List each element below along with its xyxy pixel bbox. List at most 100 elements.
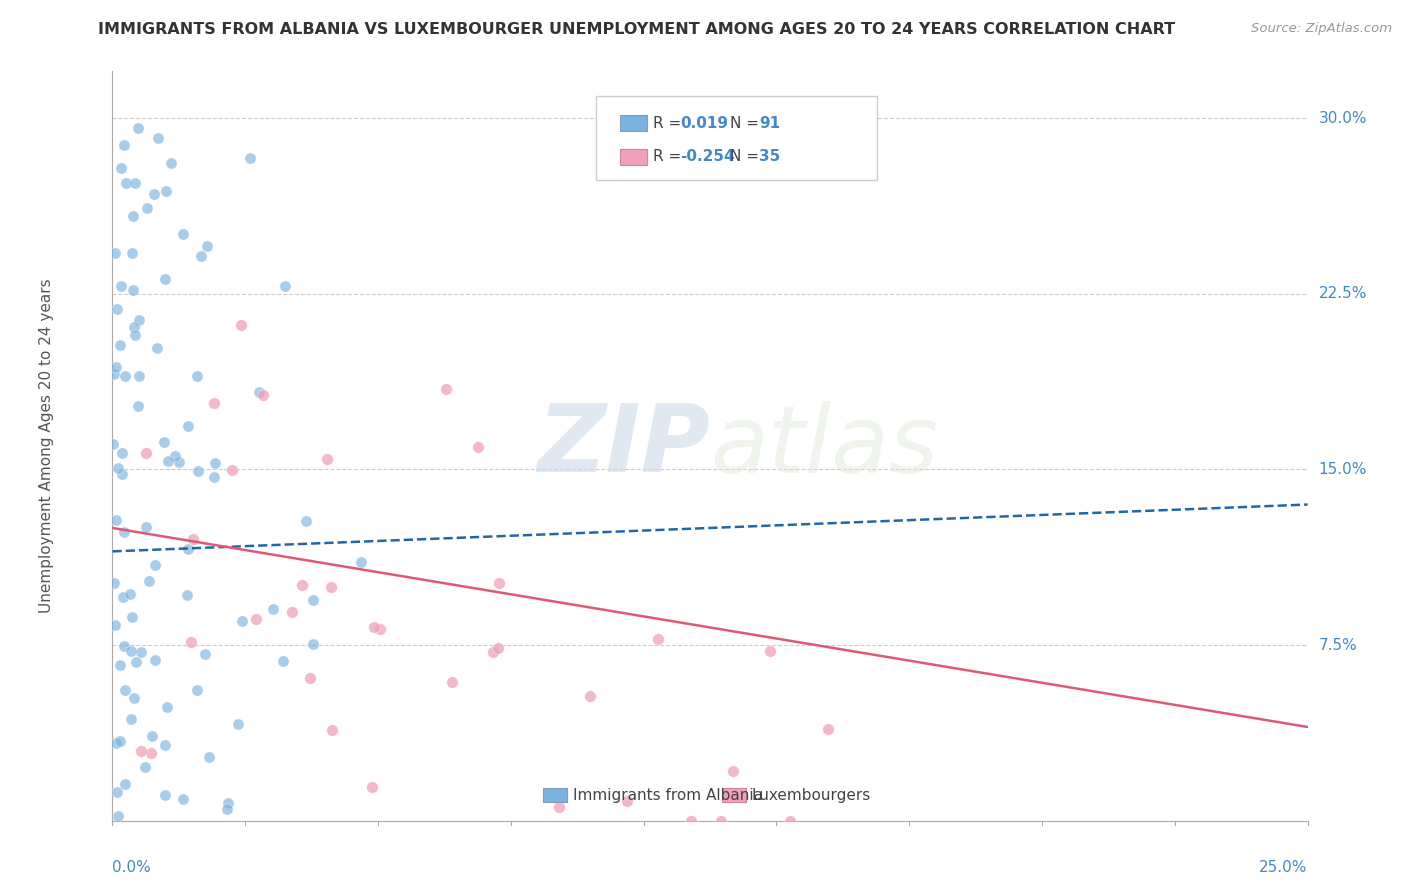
- Point: [128, 368, 150, 383]
- Point: [111, 446, 134, 460]
- Point: [105, 785, 128, 799]
- Point: [112, 591, 135, 605]
- Point: [135, 520, 157, 534]
- Point: [710, 814, 733, 828]
- Point: [146, 342, 169, 356]
- Point: [129, 645, 152, 659]
- Point: [112, 137, 135, 152]
- Point: [481, 645, 503, 659]
- Point: [115, 176, 138, 190]
- Point: [114, 777, 136, 791]
- Point: [159, 155, 181, 169]
- Point: [176, 541, 198, 556]
- Point: [231, 614, 253, 628]
- Point: [153, 272, 176, 286]
- Point: [167, 455, 190, 469]
- Text: N =: N =: [730, 116, 765, 130]
- Point: [779, 814, 801, 828]
- Point: [108, 734, 131, 748]
- Point: [195, 239, 218, 253]
- Point: [319, 580, 342, 594]
- Point: [112, 639, 135, 653]
- Point: [122, 691, 145, 706]
- Point: [190, 249, 212, 263]
- Point: [153, 788, 176, 802]
- Point: [172, 227, 194, 241]
- Point: [104, 513, 127, 527]
- Point: [315, 451, 337, 466]
- Point: [122, 319, 145, 334]
- Point: [114, 368, 136, 383]
- Point: [156, 700, 179, 714]
- Point: [226, 717, 249, 731]
- Text: 91: 91: [759, 116, 780, 130]
- Point: [215, 802, 238, 816]
- Point: [217, 796, 239, 810]
- Text: IMMIGRANTS FROM ALBANIA VS LUXEMBOURGER UNEMPLOYMENT AMONG AGES 20 TO 24 YEARS C: IMMIGRANTS FROM ALBANIA VS LUXEMBOURGER …: [98, 22, 1175, 37]
- Point: [181, 532, 204, 546]
- Point: [105, 360, 128, 375]
- Point: [467, 440, 489, 454]
- Point: [105, 302, 128, 317]
- Point: [110, 161, 132, 175]
- Point: [486, 640, 509, 655]
- Point: [127, 399, 149, 413]
- Point: [817, 722, 839, 736]
- Point: [155, 184, 177, 198]
- Point: [128, 312, 150, 326]
- Point: [229, 318, 252, 332]
- Point: [111, 467, 134, 481]
- FancyBboxPatch shape: [596, 96, 877, 180]
- Point: [295, 514, 318, 528]
- Text: Source: ZipAtlas.com: Source: ZipAtlas.com: [1251, 22, 1392, 36]
- Point: [177, 419, 200, 434]
- Point: [239, 151, 262, 165]
- Point: [194, 647, 217, 661]
- Point: [142, 186, 165, 201]
- Point: [110, 278, 132, 293]
- Point: [202, 470, 225, 484]
- Text: N =: N =: [730, 149, 765, 164]
- Point: [221, 463, 243, 477]
- Point: [138, 574, 160, 588]
- Point: [350, 555, 373, 569]
- Text: 0.019: 0.019: [681, 116, 728, 130]
- Point: [104, 246, 127, 260]
- Point: [198, 750, 221, 764]
- Point: [186, 682, 208, 697]
- Point: [143, 558, 166, 573]
- Point: [186, 369, 208, 384]
- Point: [108, 337, 131, 351]
- Text: 15.0%: 15.0%: [1319, 462, 1367, 477]
- Bar: [620, 115, 647, 131]
- Point: [204, 457, 226, 471]
- Point: [302, 592, 325, 607]
- Text: 22.5%: 22.5%: [1319, 286, 1367, 301]
- Point: [157, 454, 180, 468]
- Text: Immigrants from Albania: Immigrants from Albania: [572, 788, 762, 803]
- Text: ZIP: ZIP: [537, 400, 710, 492]
- Point: [245, 612, 267, 626]
- Point: [291, 578, 314, 592]
- Point: [440, 675, 463, 690]
- Point: [122, 283, 145, 297]
- Point: [488, 576, 510, 591]
- Point: [723, 764, 745, 778]
- Point: [368, 622, 391, 636]
- Bar: [620, 149, 647, 165]
- Point: [124, 328, 146, 343]
- Point: [321, 723, 343, 737]
- Point: [153, 434, 176, 449]
- Point: [141, 730, 163, 744]
- Point: [112, 525, 135, 540]
- Point: [578, 689, 600, 703]
- Point: [135, 446, 157, 460]
- Point: [280, 605, 302, 619]
- Point: [434, 382, 457, 396]
- Point: [616, 794, 638, 808]
- Point: [363, 619, 385, 633]
- Text: 25.0%: 25.0%: [1260, 860, 1308, 874]
- Point: [107, 809, 129, 823]
- Point: [302, 637, 325, 651]
- Text: 7.5%: 7.5%: [1319, 638, 1357, 653]
